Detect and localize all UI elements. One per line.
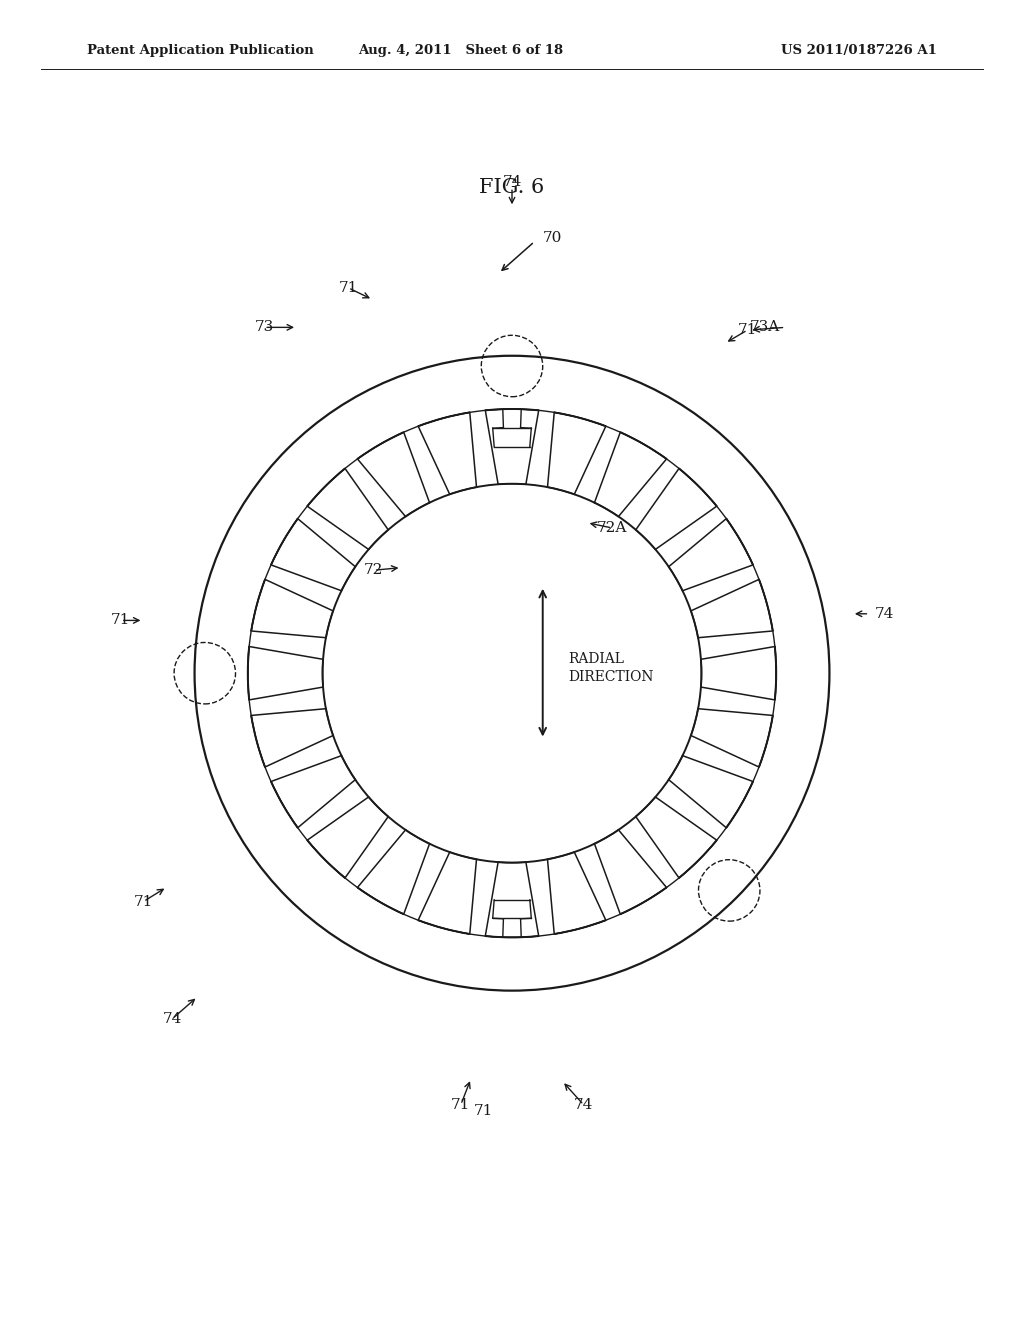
Text: 74: 74 [163,1012,181,1026]
Text: 72: 72 [365,564,383,577]
Text: 74: 74 [574,1098,593,1111]
Text: 73A: 73A [750,321,780,334]
Text: 72A: 72A [597,521,628,535]
Text: 74: 74 [874,607,894,620]
Text: 70: 70 [543,231,562,244]
Text: Patent Application Publication: Patent Application Publication [87,44,313,57]
Text: 71: 71 [452,1098,470,1111]
Text: 71: 71 [339,281,357,294]
Text: 73: 73 [255,321,273,334]
Text: US 2011/0187226 A1: US 2011/0187226 A1 [781,44,937,57]
Text: 71: 71 [112,614,130,627]
Text: RADIAL
DIRECTION: RADIAL DIRECTION [568,652,653,684]
Text: FIG. 6: FIG. 6 [479,178,545,197]
Text: 71: 71 [134,895,153,908]
Text: 74: 74 [503,176,521,189]
Text: 71: 71 [474,1105,493,1118]
Text: Aug. 4, 2011   Sheet 6 of 18: Aug. 4, 2011 Sheet 6 of 18 [358,44,563,57]
Text: 71: 71 [738,323,757,337]
